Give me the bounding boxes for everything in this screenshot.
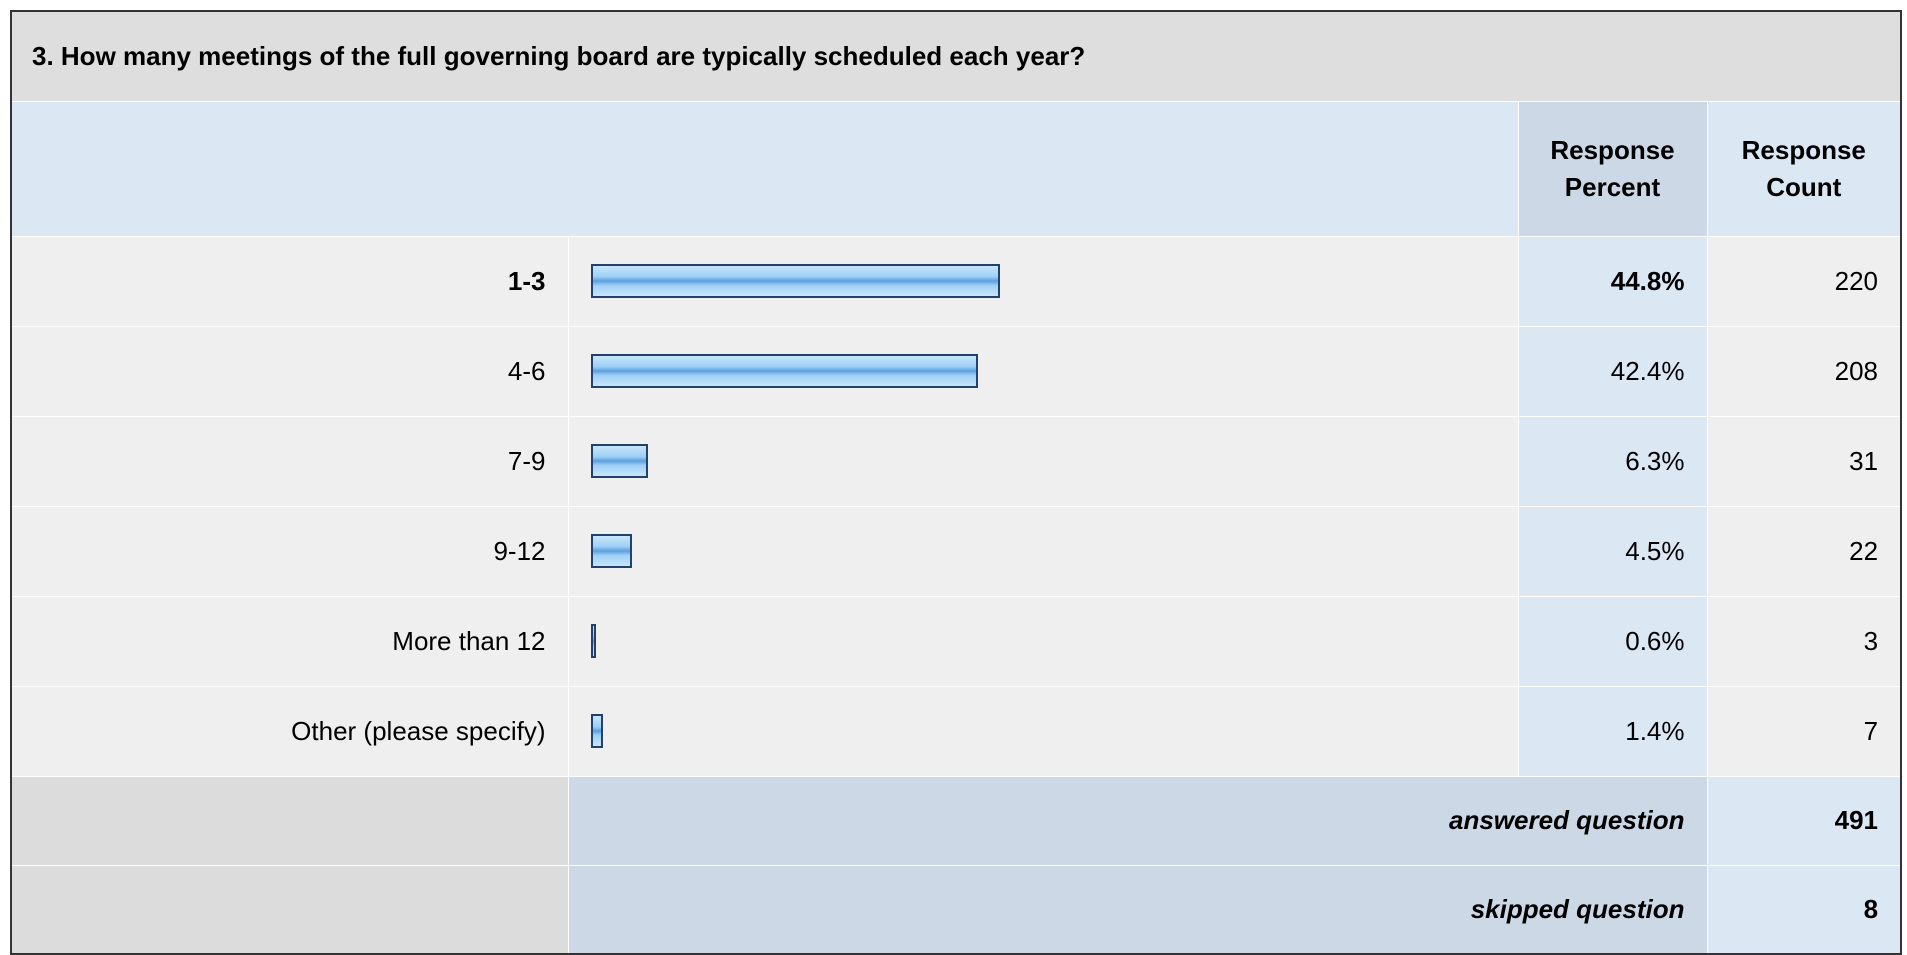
response-percent: 42.4% [1517, 325, 1708, 417]
response-count: 3 [1706, 595, 1902, 687]
response-percent: 1.4% [1517, 685, 1708, 777]
bar-cell [567, 685, 1519, 777]
response-percent: 6.3% [1517, 415, 1708, 507]
answer-row: 1-3 44.8% 220 [10, 235, 1902, 327]
table-body: 3. How many meetings of the full governi… [10, 10, 1902, 955]
bar [590, 714, 604, 748]
answer-label: More than 12 [10, 595, 569, 687]
bar [590, 444, 649, 478]
bar [590, 624, 596, 658]
skipped-label: skipped question [567, 864, 1708, 955]
response-count: 220 [1706, 235, 1902, 327]
answered-row: answered question 491 [10, 775, 1902, 866]
response-count: 208 [1706, 325, 1902, 417]
results-table: 3. How many meetings of the full governi… [10, 10, 1903, 955]
answer-row: 4-6 42.4% 208 [10, 325, 1902, 417]
bar-cell [567, 505, 1519, 597]
response-percent: 44.8% [1517, 235, 1708, 327]
answer-row: 9-12 4.5% 22 [10, 505, 1902, 597]
answer-label: 9-12 [10, 505, 569, 597]
header-blank [10, 100, 1519, 237]
answer-label: 1-3 [10, 235, 569, 327]
response-percent: 0.6% [1517, 595, 1708, 687]
title-row: 3. How many meetings of the full governi… [10, 10, 1902, 102]
answered-count: 491 [1706, 775, 1902, 866]
answer-row: More than 12 0.6% 3 [10, 595, 1902, 687]
skipped-count: 8 [1706, 864, 1902, 955]
answer-label: 7-9 [10, 415, 569, 507]
header-row: Response Percent Response Count [10, 100, 1902, 237]
percent-header: Response Percent [1517, 100, 1708, 237]
bar [590, 354, 979, 388]
summary-blank [10, 775, 569, 866]
summary-blank [10, 864, 569, 955]
count-header: Response Count [1706, 100, 1902, 237]
answer-row: Other (please specify) 1.4% 7 [10, 685, 1902, 777]
bar-cell [567, 595, 1519, 687]
bar [590, 264, 1001, 298]
answer-label: 4-6 [10, 325, 569, 417]
bar [590, 534, 632, 568]
response-count: 7 [1706, 685, 1902, 777]
answer-label: Other (please specify) [10, 685, 569, 777]
bar-cell [567, 325, 1519, 417]
response-count: 31 [1706, 415, 1902, 507]
bar-cell [567, 235, 1519, 327]
answered-label: answered question [567, 775, 1708, 866]
bar-cell [567, 415, 1519, 507]
question: 3. How many meetings of the full governi… [10, 10, 1902, 102]
skipped-row: skipped question 8 [10, 864, 1902, 955]
response-percent: 4.5% [1517, 505, 1708, 597]
response-count: 22 [1706, 505, 1902, 597]
answer-row: 7-9 6.3% 31 [10, 415, 1902, 507]
